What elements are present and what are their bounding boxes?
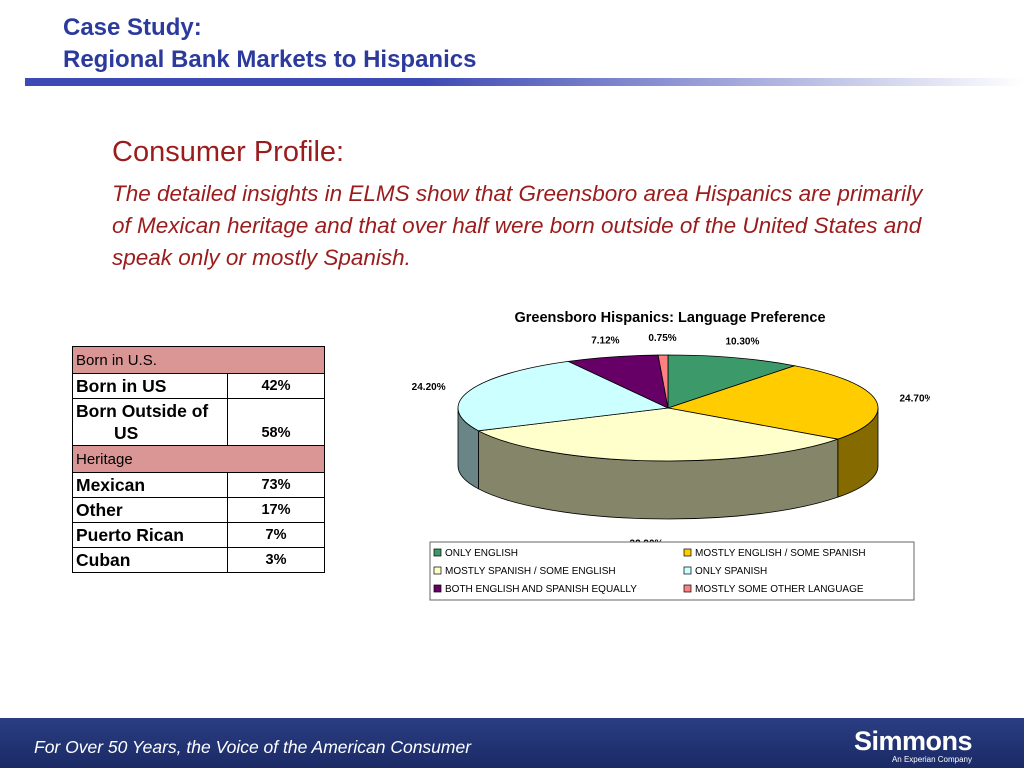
table-row-value: 73% <box>227 472 325 498</box>
pie-slice <box>667 365 879 440</box>
legend-swatch <box>683 566 692 575</box>
legend-swatch <box>683 548 692 557</box>
pie-slice <box>657 354 669 409</box>
chart-legend: ONLY ENGLISH MOSTLY ENGLISH / SOME SPANIS… <box>429 541 915 601</box>
legend-entry: ONLY ENGLISH <box>445 548 518 559</box>
title-line-2: Regional Bank Markets to Hispanics <box>63 46 477 73</box>
footer-bar: For Over 50 Years, the Voice of the Amer… <box>0 718 1024 768</box>
legend-entry: MOSTLY SPANISH / SOME ENGLISH <box>445 566 616 577</box>
slide-title: Case Study: Regional Bank Markets to His… <box>63 12 476 76</box>
legend-swatch <box>433 548 442 557</box>
table-row-label-line-2: US <box>114 423 139 443</box>
table-row-label: Born in US <box>72 373 228 399</box>
pie-layer <box>457 354 879 520</box>
pie-slice <box>457 360 670 432</box>
legend-swatch <box>433 584 442 593</box>
language-preference-chart: Greensboro Hispanics: Language Preferenc… <box>412 310 931 601</box>
table-row-label: Other <box>72 497 228 523</box>
legend-entry: MOSTLY SOME OTHER LANGUAGE <box>695 584 864 595</box>
table-row-value: 17% <box>227 497 325 523</box>
table-row-label: Mexican <box>72 472 228 498</box>
table-row-value: 7% <box>227 522 325 548</box>
table-section-header: Born in U.S. <box>72 346 325 374</box>
consumer-profile-table: Born in U.S. Born in US 42% Born Outside… <box>72 346 325 573</box>
table-row-label: Puerto Rican <box>72 522 228 548</box>
pie-slice <box>477 407 840 462</box>
legend-entry: ONLY SPANISH <box>695 566 767 577</box>
legend-entry: BOTH ENGLISH AND SPANISH EQUALLY <box>445 584 637 595</box>
legend-swatch <box>683 584 692 593</box>
legend-swatch <box>433 566 442 575</box>
section-title: Consumer Profile: <box>112 136 345 168</box>
legend-entry: MOSTLY ENGLISH / SOME SPANISH <box>695 548 866 559</box>
brand-logo: Simmons <box>853 726 973 756</box>
data-label: 24.20% <box>412 382 446 393</box>
table-row-value: 42% <box>227 373 325 399</box>
table-row-label: Born Outside of US <box>72 398 228 446</box>
footer-tagline: For Over 50 Years, the Voice of the Amer… <box>34 737 472 757</box>
chart-title: Greensboro Hispanics: Language Preferenc… <box>514 310 825 326</box>
legend-box <box>429 541 915 601</box>
table-row-value: 3% <box>227 547 325 573</box>
data-label: 7.12% <box>591 336 619 347</box>
table-row-label: Cuban <box>72 547 228 573</box>
body-paragraph: The detailed insights in ELMS show that … <box>112 181 923 270</box>
pie-slice <box>667 354 797 409</box>
brand-subtitle: An Experian Company <box>891 755 972 764</box>
data-label: 10.30% <box>725 337 759 348</box>
title-line-1: Case Study: <box>63 14 202 41</box>
table-row-label-line-1: Born Outside of <box>76 401 209 421</box>
data-label: 0.75% <box>648 333 676 344</box>
data-label: 24.70% <box>900 394 931 405</box>
title-divider <box>25 78 1024 86</box>
table-section-header: Heritage <box>72 445 325 473</box>
table-row-value: 58% <box>227 398 325 446</box>
